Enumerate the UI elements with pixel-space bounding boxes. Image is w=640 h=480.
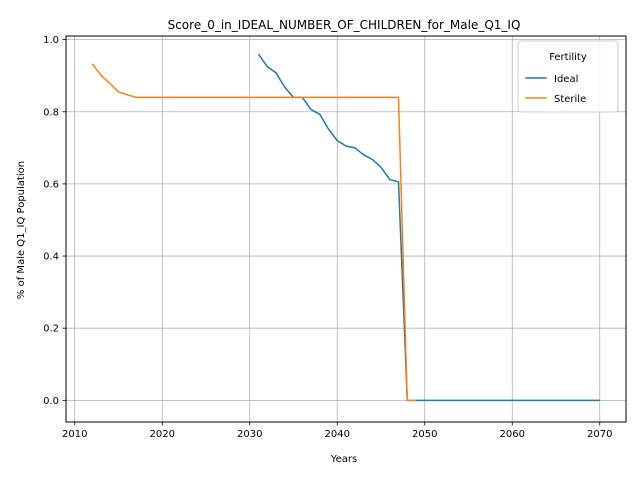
x-tick-label: 2030 (237, 429, 262, 440)
legend: Fertility Ideal Sterile (517, 40, 619, 113)
y-tick-label: 0.8 (43, 107, 59, 118)
y-tick-label: 0.0 (43, 396, 59, 407)
chart-title: Score_0_in_IDEAL_NUMBER_OF_CHILDREN_for_… (168, 18, 521, 32)
x-axis-ticks: 2010 2020 2030 2040 2050 2060 2070 (62, 422, 612, 440)
y-axis-ticks: 0.0 0.2 0.4 0.6 0.8 1.0 (43, 35, 66, 407)
y-tick-label: 0.4 (43, 252, 59, 263)
legend-label-sterile: Sterile (554, 94, 586, 105)
x-tick-label: 2070 (587, 429, 612, 440)
x-tick-label: 2020 (150, 429, 175, 440)
series-line-sterile (91, 63, 416, 402)
y-tick-label: 0.6 (43, 179, 59, 190)
x-tick-label: 2050 (412, 429, 437, 440)
x-tick-label: 2010 (62, 429, 87, 440)
legend-label-ideal: Ideal (554, 74, 578, 85)
x-tick-label: 2060 (500, 429, 525, 440)
series-line-ideal (257, 53, 600, 402)
x-axis-title: Years (330, 454, 357, 465)
x-tick-label: 2040 (325, 429, 350, 440)
grid-lines (66, 36, 626, 422)
legend-box (517, 40, 619, 113)
plot-area-frame (65, 35, 627, 423)
y-axis-title: % of Male Q1_IQ Population (16, 161, 27, 299)
legend-title: Fertility (549, 52, 587, 63)
series-lines (91, 53, 600, 402)
y-tick-label: 1.0 (43, 35, 59, 46)
y-tick-label: 0.2 (43, 324, 59, 335)
